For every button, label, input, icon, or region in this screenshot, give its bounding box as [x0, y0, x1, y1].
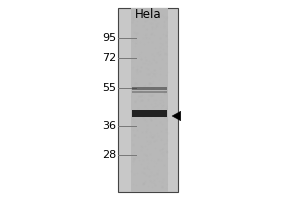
Text: 95: 95	[102, 33, 116, 43]
Text: 28: 28	[102, 150, 116, 160]
Polygon shape	[172, 111, 181, 121]
Bar	[132, 87, 167, 90]
Bar	[132, 91, 167, 93]
Text: 36: 36	[102, 121, 116, 131]
Text: 72: 72	[102, 53, 116, 63]
Text: 55: 55	[102, 83, 116, 93]
Bar	[118, 8, 178, 192]
Bar	[132, 110, 167, 117]
Text: Hela: Hela	[135, 8, 161, 21]
Bar	[131, 8, 168, 192]
